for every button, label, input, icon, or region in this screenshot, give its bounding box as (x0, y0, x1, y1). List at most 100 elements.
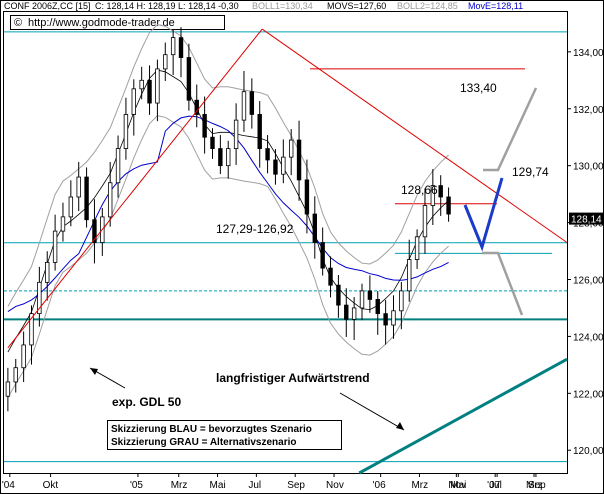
candle-body (430, 185, 436, 206)
y-tick-label: 124,00 (573, 332, 604, 343)
candle-body (296, 139, 302, 181)
copyright-url[interactable]: http://www.godmode-trader.de (28, 17, 175, 29)
falling-trendline-red (261, 28, 568, 243)
x-tick-label: Mai (210, 480, 226, 491)
level-label-128-66: 128,66 (401, 183, 438, 197)
candle-body (45, 262, 50, 283)
candle-body (147, 79, 152, 104)
ema-line (7, 115, 449, 313)
candle-body (383, 313, 388, 326)
candle-body (155, 68, 160, 104)
candle-body (414, 236, 420, 260)
candle-body (233, 119, 239, 149)
candle-body (446, 196, 451, 215)
candle-body (210, 136, 215, 149)
trend-label-arrow (339, 392, 405, 431)
candle-body (84, 176, 89, 221)
plot-area (3, 11, 568, 474)
header-boll1: BOLL1=130,34 (252, 1, 313, 11)
bollinger-upper-line (7, 24, 449, 307)
candle-body (265, 148, 270, 161)
x-tick-label: Jul (489, 480, 502, 491)
trend-label-arrowhead (396, 422, 404, 430)
header-boll2: BOLL2=124,85 (397, 1, 458, 11)
candle-body (359, 290, 365, 309)
candle-body (328, 267, 333, 286)
horizontal-levels (4, 31, 567, 463)
x-tick-label: '06 (373, 480, 386, 491)
trendlines (7, 28, 568, 475)
candle-body (367, 290, 373, 300)
axes: 120,00122,00124,00126,00128,00130,00132,… (2, 48, 604, 491)
candle-body (123, 114, 129, 149)
level-label-133-40: 133,40 (460, 81, 497, 95)
blue-scenario-sketch (463, 177, 504, 252)
last-value-label: 128,14 (571, 215, 602, 226)
candle-body (52, 230, 58, 263)
candle-body (13, 367, 18, 383)
x-tick-label: Sep (287, 480, 305, 491)
x-tick-label: Nov (448, 480, 466, 491)
copyright-box (10, 15, 225, 30)
candle-body (336, 284, 341, 306)
candle-body (21, 344, 26, 369)
long-term-uptrend-line (358, 357, 568, 475)
candle-body (218, 148, 223, 167)
candle-body (320, 242, 325, 269)
candle-body (391, 310, 396, 326)
last-value-box (569, 212, 604, 225)
candle-body (139, 79, 144, 90)
rising-trendline-red (7, 28, 263, 349)
candle-body (249, 91, 255, 115)
x-tick-label: Mrz (411, 480, 428, 491)
candle-body (115, 148, 121, 184)
moving-average-line (7, 69, 449, 353)
x-tick-label: Mrz (526, 480, 543, 491)
header-movs: MOVS=127,60 (327, 1, 386, 11)
x-tick-label: '04 (2, 480, 15, 491)
gray-scenario-up (483, 87, 538, 172)
legend-box (107, 420, 342, 450)
y-tick-label: 130,00 (573, 162, 604, 173)
trend-label: langfristiger Aufwärtstrend (216, 371, 370, 385)
level-label-127-29: 127,29-126,92 (216, 222, 294, 236)
x-tick-label: '07 (487, 480, 500, 491)
candle-body (273, 159, 278, 175)
y-tick-label: 126,00 (573, 275, 604, 286)
candle-body (163, 54, 168, 70)
x-tick-label: Mai (450, 480, 466, 491)
candle-body (226, 148, 231, 167)
x-tick-label: Okt (43, 480, 59, 491)
legend-gray: Skizzierung GRAU = Alternativszenario (111, 437, 297, 448)
level-label-129-74: 129,74 (512, 165, 549, 179)
candle-body (407, 259, 412, 292)
candle-body (312, 213, 317, 243)
copyright-symbol: © (14, 17, 22, 29)
candle-body (281, 156, 286, 175)
candle-body (107, 182, 113, 218)
candle-body (257, 114, 262, 149)
candle-body (438, 185, 443, 198)
candle-body (178, 37, 184, 58)
candle-body (241, 91, 247, 121)
y-tick-label: 120,00 (573, 446, 604, 457)
candle-body (422, 205, 428, 238)
legend-blue: Skizzierung BLAU = bevorzugtes Szenario (111, 424, 312, 435)
gray-scenario-down (482, 251, 524, 316)
x-tick-label: Jul (248, 480, 261, 491)
gdl-label-arrowhead (90, 368, 98, 375)
candle-body (399, 290, 404, 312)
candle-body (5, 381, 11, 397)
y-tick-label: 134,00 (573, 48, 604, 59)
candle-body (304, 179, 310, 215)
candle-body (375, 299, 380, 315)
candle-body (170, 37, 176, 56)
header-symbol: CONF 2006Z,CC [15] (4, 1, 91, 11)
candle-body (194, 99, 199, 115)
y-tick-label: 132,00 (573, 105, 604, 116)
candle-body (351, 307, 357, 320)
x-tick-label: Mrz (171, 480, 188, 491)
candle-body (344, 304, 349, 320)
candle-body (68, 196, 74, 218)
